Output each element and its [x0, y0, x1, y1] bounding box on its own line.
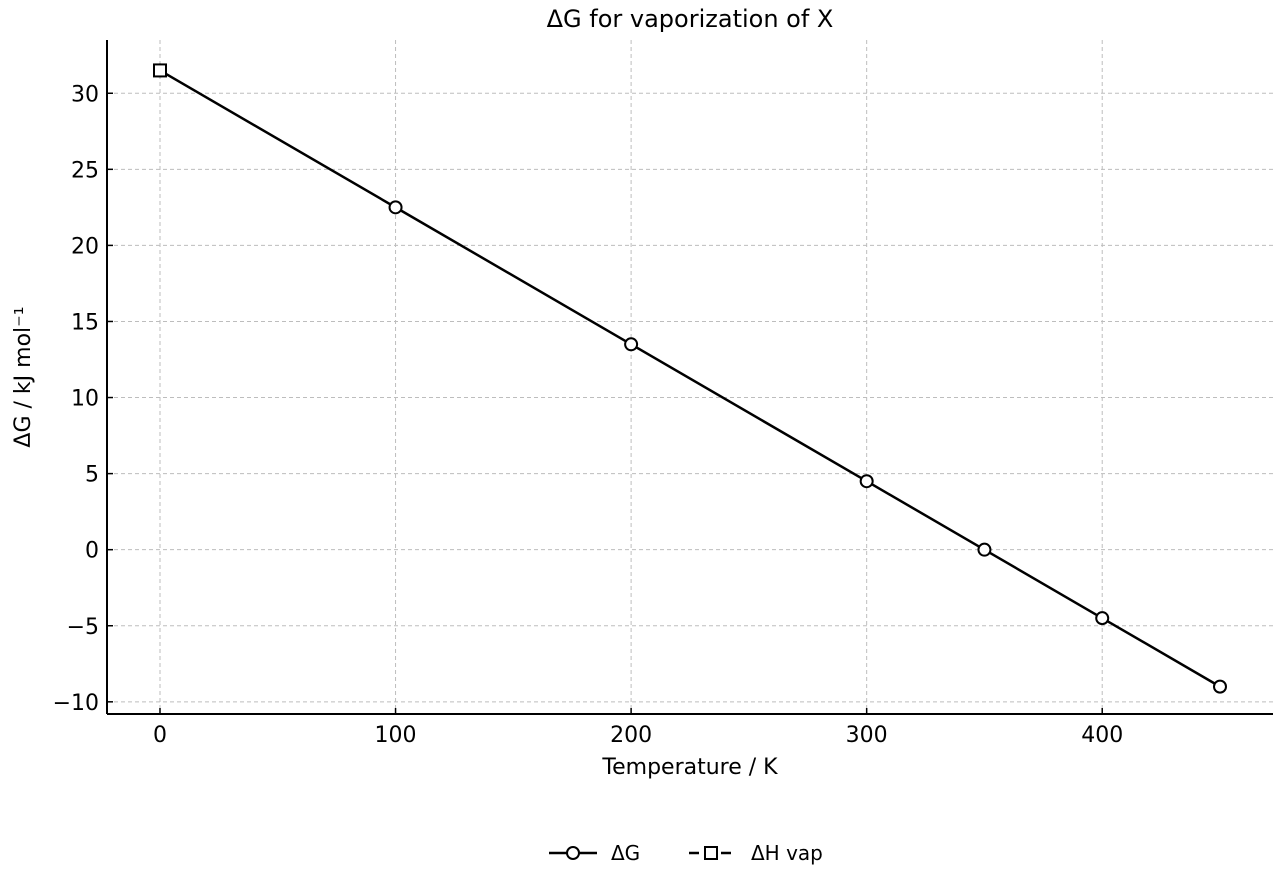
- y-axis-label: ΔG / kJ mol⁻¹: [11, 306, 36, 447]
- y-tick-label: 25: [71, 158, 99, 183]
- y-tick-label: 5: [85, 463, 99, 488]
- data-point-dg: [624, 337, 639, 352]
- data-point-dg: [388, 200, 403, 215]
- y-tick-label: 10: [71, 387, 99, 412]
- y-tick-label: −10: [53, 691, 99, 716]
- x-axis-label: Temperature / K: [601, 755, 778, 780]
- data-point-dg: [1213, 679, 1227, 694]
- x-tick-label: 100: [375, 723, 417, 748]
- chart-title: ΔG for vaporization of X: [547, 5, 834, 33]
- x-tick-label: 400: [1081, 723, 1123, 748]
- legend-marker-dg: [566, 846, 580, 860]
- legend-label-dh: ΔH vap: [751, 841, 823, 865]
- y-tick-label: 30: [71, 82, 99, 107]
- ticks: 0 100 200 300 400 −10 −5 0 5 10 15 20 25 30: [53, 82, 1124, 748]
- legend-item-dg: ΔG: [549, 841, 640, 865]
- y-tick-label: −5: [67, 615, 99, 640]
- legend-label-dg: ΔG: [611, 841, 640, 865]
- data-point-dh: [153, 63, 167, 78]
- data-point-dg: [977, 542, 992, 557]
- legend: ΔG ΔH vap: [549, 841, 823, 865]
- x-tick-label: 300: [846, 723, 888, 748]
- series-line-dg: [159, 69, 1221, 688]
- x-tick-label: 0: [153, 723, 167, 748]
- y-tick-label: 20: [71, 234, 99, 259]
- legend-marker-dh: [704, 846, 718, 860]
- x-tick-label: 200: [610, 723, 652, 748]
- y-tick-label: 0: [85, 539, 99, 564]
- grid: [107, 40, 1273, 714]
- axes: [106, 40, 1273, 715]
- data-point-dg: [859, 474, 874, 489]
- series: [153, 63, 1227, 694]
- data-point-dg: [1095, 611, 1110, 626]
- y-tick-label: 15: [71, 310, 99, 335]
- legend-item-dh: ΔH vap: [689, 841, 823, 865]
